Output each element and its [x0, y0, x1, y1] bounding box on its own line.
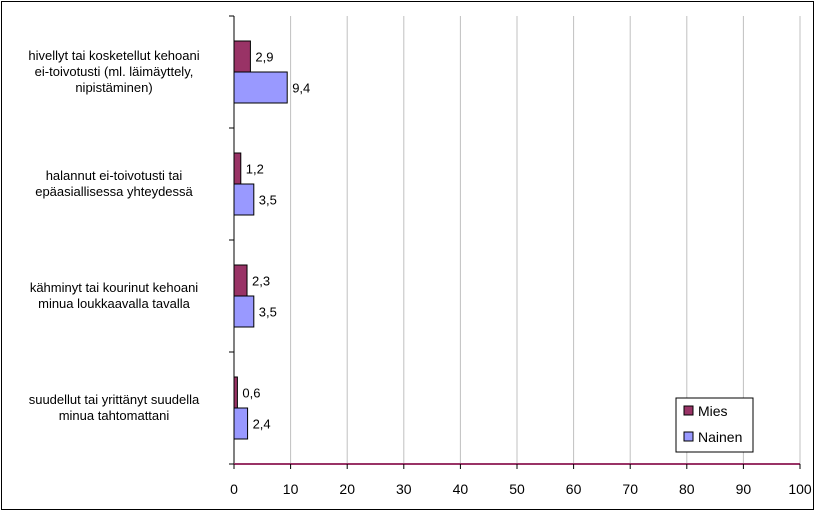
- category-label: hivellyt tai kosketellut kehoani: [28, 48, 199, 63]
- legend-swatch-mies: [683, 405, 694, 416]
- bars: [233, 40, 288, 440]
- category-label: nipistäminen): [75, 80, 152, 95]
- data-label: 2,3: [252, 274, 270, 289]
- legend-label-nainen: Nainen: [698, 429, 742, 445]
- x-tick-label: 70: [622, 481, 638, 497]
- data-label: 1,2: [246, 162, 264, 177]
- data-label: 2,9: [255, 50, 273, 65]
- x-tick-label: 80: [679, 481, 695, 497]
- bar-nainen-0: [233, 71, 288, 104]
- x-tick-label: 10: [283, 481, 299, 497]
- labels: 2,9 9,4 hivellyt tai kosketellut kehoaniei…: [28, 48, 812, 497]
- bar-mies-0: [233, 40, 251, 73]
- axes: [229, 15, 801, 469]
- x-tick-label: 100: [788, 481, 812, 497]
- data-label: 3,5: [259, 305, 277, 320]
- x-tick-label: 30: [396, 481, 412, 497]
- legend-swatch-nainen: [683, 431, 694, 442]
- bar-mies-3: [233, 376, 238, 409]
- data-label: 0,6: [242, 386, 260, 401]
- bar-nainen-2: [233, 295, 255, 328]
- category-label: minua tahtomattani: [59, 408, 170, 423]
- category-label: ei-toivotusti (ml. läimäyttely,: [35, 64, 194, 79]
- x-tick-label: 20: [339, 481, 355, 497]
- x-tick-label: 90: [736, 481, 752, 497]
- bar-nainen-3: [233, 407, 249, 440]
- gridlines: [290, 16, 801, 464]
- category-label: kähminyt tai kourinut kehoani: [30, 280, 198, 295]
- x-tick-label: 40: [453, 481, 469, 497]
- data-label: 2,4: [253, 417, 271, 432]
- data-label: 9,4: [292, 81, 310, 96]
- legend-label-mies: Mies: [698, 403, 728, 419]
- x-tick-label: 60: [566, 481, 582, 497]
- x-tick-label: 50: [509, 481, 525, 497]
- x-tick-label: 0: [230, 481, 238, 497]
- category-label: epäasiallisessa yhteydessä: [35, 184, 193, 199]
- category-label: halannut ei-toivotusti tai: [46, 168, 183, 183]
- bar-mies-2: [233, 264, 248, 297]
- bar-mies-1: [233, 152, 242, 185]
- bar-nainen-1: [233, 183, 255, 216]
- category-label: minua loukkaavalla tavalla: [38, 296, 191, 311]
- legend: Mies Nainen: [675, 397, 754, 453]
- category-label: suudellut tai yrittänyt suudella: [29, 392, 200, 407]
- data-label: 3,5: [259, 193, 277, 208]
